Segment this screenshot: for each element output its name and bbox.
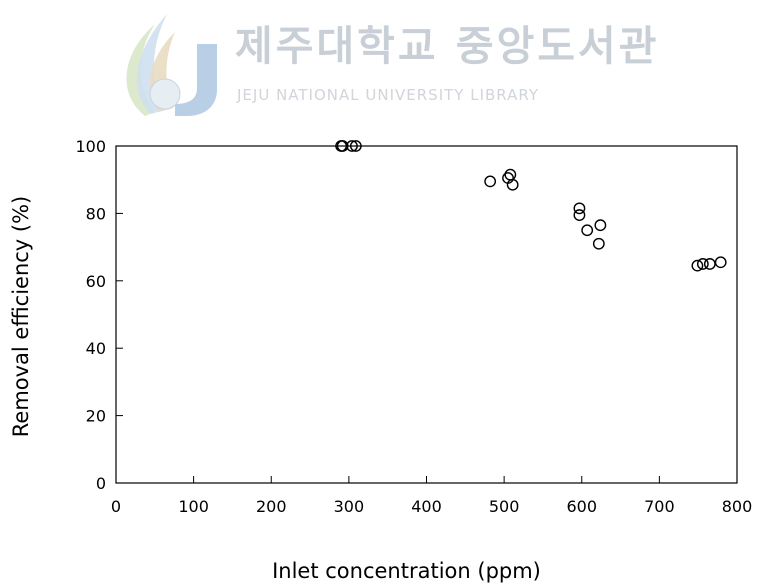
x-tick-label: 0 (111, 497, 121, 516)
x-tick-label: 600 (566, 497, 597, 516)
x-tick-label: 200 (256, 497, 287, 516)
data-point (349, 140, 362, 152)
data-point (573, 202, 586, 215)
watermark-english-text: JEJU NATIONAL UNIVERSITY LIBRARY (237, 86, 539, 104)
y-axis-title: Removal efficiency (%) (9, 196, 33, 438)
data-point (346, 140, 358, 152)
axes (115, 145, 738, 484)
x-tick-label: 300 (334, 497, 365, 516)
y-tick-label: 100 (75, 137, 106, 156)
x-tick-label: 800 (722, 497, 753, 516)
y-tick-label: 40 (86, 339, 106, 358)
data-point (594, 219, 607, 232)
watermark-korean-text: 제주대학교 중앙도서관 (235, 22, 660, 70)
data-point (336, 140, 349, 152)
data-point (504, 168, 517, 181)
data-points (335, 140, 727, 272)
x-tick-label: 400 (411, 497, 442, 516)
data-point (696, 258, 709, 270)
y-tick-label: 60 (86, 272, 106, 291)
university-seal-icon (126, 14, 217, 116)
ticks: 0 100 200 300 400 500 600 700 800 0 20 40 60 80 100 (75, 137, 752, 516)
data-point (691, 259, 704, 272)
data-point (703, 258, 716, 270)
data-point (573, 209, 586, 221)
data-point (592, 237, 605, 250)
x-tick-label: 500 (489, 497, 520, 516)
data-point (581, 224, 594, 237)
plot-frame (115, 145, 738, 484)
library-watermark: 제주대학교 중앙도서관 JEJU NATIONAL UNIVERSITY LIB… (115, 4, 656, 122)
x-tick-label: 100 (178, 497, 209, 516)
y-tick-label: 80 (86, 204, 106, 223)
data-point (506, 178, 519, 191)
y-tick-label: 20 (86, 407, 106, 426)
x-axis-title: Inlet concentration (ppm) (272, 559, 541, 583)
data-point (714, 256, 727, 269)
x-tick-label: 700 (644, 497, 675, 516)
y-tick-label: 0 (96, 474, 106, 493)
data-point (484, 175, 497, 188)
